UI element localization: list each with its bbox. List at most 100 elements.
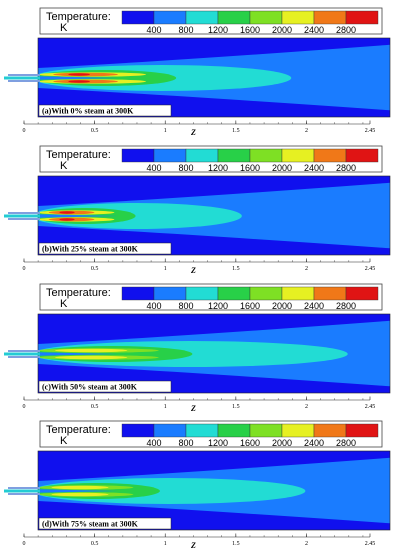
colorbar-swatch [153, 148, 187, 163]
fuel-core [38, 214, 118, 218]
fuel-core [38, 76, 118, 80]
colorbar-swatch [313, 148, 347, 163]
colorbar-swatch [345, 423, 379, 438]
colorbar-swatch [185, 286, 219, 301]
colorbar-tick-label: 1600 [240, 438, 260, 448]
z-axis-tick-label: 0 [23, 266, 26, 272]
colorbar-swatch [345, 286, 379, 301]
hot-layer [59, 211, 75, 214]
colorbar-unit: K [60, 298, 68, 310]
colorbar-tick-label: 2000 [272, 163, 292, 173]
temperature-contour [38, 176, 390, 255]
colorbar-tick-label: 1200 [208, 25, 228, 35]
colorbar-tick-label: 2800 [336, 438, 356, 448]
colorbar-tick-label: 2400 [304, 25, 324, 35]
colorbar-swatch [153, 286, 187, 301]
colorbar-tick-label: 800 [178, 301, 193, 311]
z-axis-tick-label: 1.5 [232, 128, 240, 134]
z-axis-tick-label: 0 [23, 541, 26, 547]
panel-caption: (a)With 0% steam at 300K [38, 104, 172, 117]
colorbar-swatch [249, 423, 283, 438]
z-axis-tick-label: 2 [305, 266, 308, 272]
colorbar-tick-label: 2400 [304, 438, 324, 448]
panel-caption: (d)With 75% steam at 300K [38, 517, 172, 530]
colorbar-legend: Temperature:K 400 800 1200 1600 2000 2400 2800 [39, 283, 383, 311]
z-axis-tick-label: 0.5 [91, 541, 99, 547]
contour-panel-c: Temperature: K 400 800 1200 1600 2000 2400 2800 (… [0, 276, 400, 413]
contour-panel-d: Temperature: K 400 800 1200 1600 2000 2400 2800 (… [0, 413, 400, 550]
colorbar-unit: K [60, 435, 68, 447]
z-axis-tick-label: 2.45 [365, 266, 376, 272]
inlet-nozzle [4, 487, 40, 495]
hot-layer [59, 218, 75, 221]
hot-layer [54, 348, 128, 353]
colorbar-tick-label: 1600 [240, 25, 260, 35]
colorbar-legend: Temperature:K 400 800 1200 1600 2000 2400 2800 [39, 7, 383, 35]
colorbar-tick-label: 2800 [336, 163, 356, 173]
z-axis-tick-label: 2.45 [365, 404, 376, 410]
z-axis-tick-label: 0.5 [91, 266, 99, 272]
hot-layer [68, 80, 90, 83]
z-axis-tick-label: 2.45 [365, 128, 376, 134]
z-axis-tick-label: 1.5 [232, 404, 240, 410]
colorbar-swatch [345, 148, 379, 163]
z-axis-tick-label: 1 [164, 541, 167, 547]
fuel-core [38, 489, 118, 493]
inlet-nozzle [4, 74, 40, 82]
colorbar-tick-label: 2800 [336, 301, 356, 311]
colorbar-tick-label: 800 [178, 163, 193, 173]
colorbar-tick-label: 2000 [272, 301, 292, 311]
colorbar-swatch [217, 286, 251, 301]
colorbar-tick-label: 2400 [304, 163, 324, 173]
colorbar-swatch [313, 10, 347, 25]
colorbar-legend: Temperature:K 400 800 1200 1600 2000 2400 2800 [39, 145, 383, 173]
inlet-nozzle [4, 212, 40, 220]
colorbar-tick-label: 800 [178, 25, 193, 35]
z-axis-tick-label: 0 [23, 128, 26, 134]
colorbar-tick-label: 2000 [272, 25, 292, 35]
z-axis-tick-label: 2 [305, 128, 308, 134]
inlet-nozzle [4, 350, 40, 358]
colorbar-swatch [281, 286, 315, 301]
colorbar-swatch [217, 10, 251, 25]
colorbar-swatch [249, 148, 283, 163]
z-axis-tick-label: 2 [305, 541, 308, 547]
contour-svg: Temperature:K 400 800 1200 1600 2000 2400 2800 (… [4, 283, 391, 413]
colorbar-title: Temperature: [46, 287, 111, 299]
z-axis: 0 0.5 1 1.5 2 2.45 Z [23, 258, 376, 275]
colorbar-tick-label: 800 [178, 438, 193, 448]
colorbar-tick-label: 400 [146, 163, 161, 173]
colorbar-tick-label: 1600 [240, 301, 260, 311]
colorbar-swatch [185, 423, 219, 438]
colorbar-swatch [313, 423, 347, 438]
temperature-contour [38, 38, 390, 117]
z-axis-tick-label: 2 [305, 404, 308, 410]
colorbar-swatch [185, 148, 219, 163]
colorbar-swatch [281, 10, 315, 25]
colorbar-tick-label: 2400 [304, 301, 324, 311]
colorbar-swatch [121, 148, 155, 163]
fuel-core [38, 352, 118, 356]
colorbar-swatch [217, 148, 251, 163]
z-axis-tick-label: 0 [23, 404, 26, 410]
colorbar-title: Temperature: [46, 11, 111, 23]
colorbar-tick-label: 400 [146, 25, 161, 35]
z-axis: 0 0.5 1 1.5 2 2.45 Z [23, 533, 375, 550]
z-axis-tick-label: 0.5 [91, 404, 99, 410]
hot-layer [54, 355, 128, 360]
colorbar-swatch [249, 286, 283, 301]
colorbar-tick-label: 1200 [208, 163, 228, 173]
z-axis-tick-label: 0.5 [91, 128, 99, 134]
colorbar-swatch [121, 286, 155, 301]
colorbar-unit: K [60, 22, 68, 34]
panel-caption-text: (d)With 75% steam at 300K [42, 520, 139, 529]
colorbar-swatch [185, 10, 219, 25]
z-axis-tick-label: 1.5 [232, 266, 240, 272]
contour-panel-a: Temperature: K 400 800 1200 1600 2000 2400 2800 (… [0, 0, 400, 138]
temperature-contour [38, 451, 390, 530]
colorbar-swatch [121, 423, 155, 438]
colorbar-swatch [153, 10, 187, 25]
z-axis-tick-label: 1 [164, 404, 167, 410]
z-axis-label: Z [190, 404, 196, 413]
z-axis-tick-label: 1 [164, 128, 167, 134]
